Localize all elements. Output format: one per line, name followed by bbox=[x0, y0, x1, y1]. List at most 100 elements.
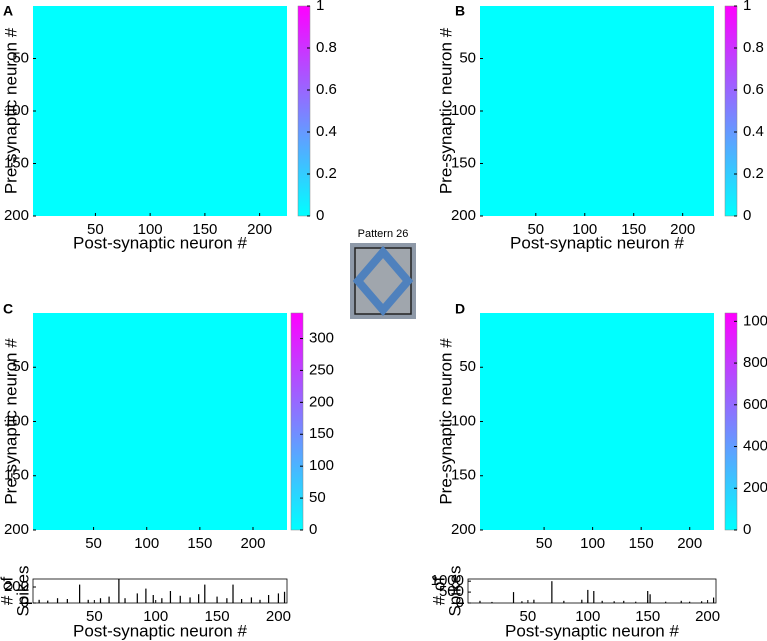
y-axis-label: Spikes bbox=[13, 565, 32, 616]
spike-bar bbox=[198, 594, 200, 603]
spike-bar bbox=[56, 598, 59, 603]
colorbar-tick-label: 0 bbox=[309, 521, 317, 538]
spike-bar bbox=[87, 599, 89, 603]
spike-bar bbox=[79, 584, 81, 603]
colorbar bbox=[724, 5, 738, 217]
colorbar-tick-label: 0.6 bbox=[743, 81, 764, 98]
spike-bar bbox=[601, 600, 603, 603]
colorbar-tick-label: 0.8 bbox=[743, 39, 764, 56]
y-tick-label: 0 bbox=[456, 594, 464, 611]
colorbar-tick-label: 200 bbox=[743, 479, 767, 496]
y-tick-label: 150 bbox=[4, 467, 29, 484]
spike-bar bbox=[169, 591, 172, 603]
colorbar-tick-label: 1000 bbox=[743, 312, 767, 329]
y-axis-label: Spikes bbox=[445, 565, 464, 616]
spike-bar bbox=[124, 598, 126, 603]
x-tick-label: 150 bbox=[621, 221, 646, 238]
x-tick-label: 50 bbox=[85, 535, 102, 552]
y-tick-label: 0 bbox=[21, 594, 29, 611]
spike-bar bbox=[701, 601, 703, 603]
spike-bar bbox=[649, 594, 651, 603]
y-tick-label: 1000 bbox=[431, 572, 464, 589]
y-tick-label: 100 bbox=[4, 412, 29, 429]
x-tick-label: 50 bbox=[527, 221, 544, 238]
spike-bar bbox=[136, 593, 138, 603]
y-tick-label: 200 bbox=[451, 207, 476, 224]
y-axis-label: Pre-synaptic neuron # bbox=[436, 338, 455, 505]
colorbar bbox=[297, 5, 311, 217]
heatmap-background bbox=[33, 313, 287, 530]
x-tick-label: 50 bbox=[536, 535, 553, 552]
spike-bar bbox=[38, 599, 40, 603]
colorbar-tick-label: 600 bbox=[743, 396, 767, 413]
spike-bar bbox=[533, 599, 535, 603]
x-tick-label: 100 bbox=[572, 221, 597, 238]
spike-bar bbox=[713, 597, 715, 603]
colorbar bbox=[724, 312, 738, 531]
y-tick-label: 50 bbox=[459, 49, 476, 66]
colorbar-tick-label: 1 bbox=[743, 0, 751, 14]
x-tick-label: 150 bbox=[205, 608, 230, 625]
colorbar-tick-label: 400 bbox=[743, 438, 767, 455]
colorbar-tick-label: 0.8 bbox=[316, 39, 337, 56]
inset-square bbox=[354, 247, 412, 315]
x-tick-label: 200 bbox=[247, 221, 272, 238]
spike-bar bbox=[240, 599, 243, 603]
y-axis-label: # of bbox=[429, 577, 448, 606]
y-tick-label: 150 bbox=[4, 154, 29, 171]
y-tick-label: 200 bbox=[4, 207, 29, 224]
y-tick-label: 150 bbox=[451, 154, 476, 171]
x-tick-label: 200 bbox=[240, 535, 265, 552]
y-tick-label: 100 bbox=[4, 102, 29, 119]
spike-bar bbox=[250, 597, 253, 603]
x-tick-label: 100 bbox=[575, 608, 600, 625]
colorbar-tick-label: 0 bbox=[316, 207, 324, 224]
spike-bar bbox=[479, 600, 481, 603]
spike-bar bbox=[161, 598, 163, 603]
colorbar-tick-label: 0.4 bbox=[743, 123, 764, 140]
y-tick-label: 200 bbox=[4, 521, 29, 538]
spike-bar bbox=[179, 595, 181, 603]
panel-label: A bbox=[3, 3, 13, 19]
colorbar-tick-label: 100 bbox=[309, 457, 334, 474]
x-axis-label: Post-synaptic neuron # bbox=[73, 233, 247, 252]
inset-diamond bbox=[352, 245, 414, 317]
x-tick-label: 50 bbox=[520, 608, 537, 625]
y-axis-label: # of bbox=[0, 577, 16, 606]
spike-bar bbox=[232, 584, 234, 603]
x-tick-label: 50 bbox=[86, 608, 103, 625]
heatmap-background bbox=[33, 6, 287, 216]
x-tick-label: 100 bbox=[143, 608, 168, 625]
y-axis-label: Pre-synaptic neuron # bbox=[1, 27, 20, 194]
y-tick-label: 200 bbox=[451, 521, 476, 538]
spike-bar bbox=[491, 601, 493, 603]
spike-bar bbox=[145, 588, 147, 603]
x-axis-label: Post-synaptic neuron # bbox=[73, 621, 247, 640]
x-axis-label: Post-synaptic neuron # bbox=[510, 233, 684, 252]
x-tick-label: 150 bbox=[629, 535, 654, 552]
x-tick-label: 150 bbox=[192, 221, 217, 238]
y-tick-label: 50 bbox=[12, 358, 29, 375]
spike-bar bbox=[152, 595, 154, 603]
spike-bar bbox=[216, 596, 218, 603]
colorbar-tick-label: 0 bbox=[743, 207, 751, 224]
colorbar-tick-label: 50 bbox=[309, 489, 326, 506]
colorbar-tick-label: 1 bbox=[316, 0, 324, 14]
spike-bar bbox=[277, 593, 280, 603]
heatmap-background bbox=[480, 6, 714, 216]
spike-bar bbox=[665, 601, 667, 603]
spike-bar bbox=[66, 599, 68, 603]
colorbar-tick-label: 0.4 bbox=[316, 123, 337, 140]
colorbar bbox=[290, 312, 304, 531]
spike-bar bbox=[108, 596, 110, 603]
colorbar-tick-label: 0.2 bbox=[316, 165, 337, 182]
x-tick-label: 100 bbox=[580, 535, 605, 552]
spike-bar bbox=[47, 600, 49, 603]
spike-bar bbox=[613, 601, 615, 603]
x-tick-label: 100 bbox=[138, 221, 163, 238]
spike-bar bbox=[689, 601, 691, 603]
plot-area bbox=[467, 578, 717, 604]
panel-label: D bbox=[455, 301, 465, 317]
spike-bar bbox=[267, 595, 270, 603]
y-tick-label: 100 bbox=[451, 412, 476, 429]
